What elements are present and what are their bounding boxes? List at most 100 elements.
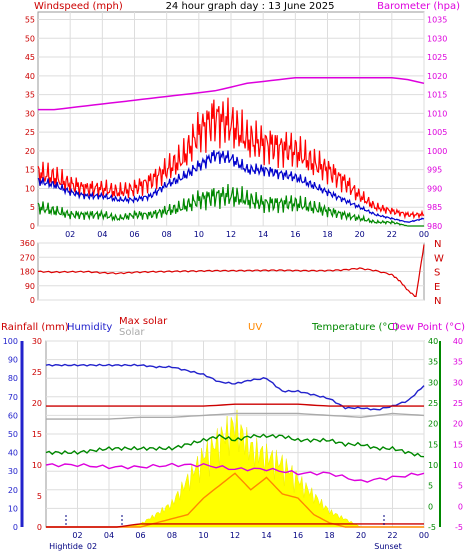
dewpoint-y-tick: 30 [453, 378, 463, 387]
rain-y-tick: 0 [37, 523, 42, 532]
compass-label: E [434, 282, 440, 293]
wind-x-tick: 14 [258, 230, 268, 239]
temperature-y-tick: 0 [428, 502, 433, 511]
humidity-y-tick: 30 [8, 467, 18, 476]
temperature-x-tick: 06 [135, 531, 145, 540]
temperature-y-tick: 25 [428, 399, 438, 408]
barometer-y-tick: 990 [427, 184, 442, 193]
temperature-x-tick: 04 [104, 531, 114, 540]
temperature-x-tick: 00 [419, 531, 429, 540]
barometer-y-tick: 1035 [427, 16, 447, 25]
temperature-series [45, 363, 425, 528]
direction-y-tick: 90 [25, 282, 35, 291]
temperature-x-tick: 22 [387, 531, 397, 540]
windspeed-axis-label: Windspeed (mph) [34, 1, 123, 12]
direction-series-line [37, 244, 425, 297]
temperature-y-tick: 20 [428, 420, 438, 429]
dewpoint-y-tick: 20 [453, 420, 463, 429]
compass-label: W [434, 253, 444, 264]
wind-x-tick: 18 [322, 230, 332, 239]
bottom-label: 02 [87, 542, 97, 551]
temperature-axis-label: Temperature (°C) [311, 322, 398, 333]
bottom-label: Hightide [49, 542, 83, 551]
wind-x-tick: 16 [290, 230, 300, 239]
direction-series [37, 244, 425, 297]
temperature-series-line [46, 403, 424, 407]
compass-label: N [434, 239, 441, 250]
humidity-y-tick: 40 [8, 449, 18, 458]
direction-y-tick: 360 [20, 239, 35, 248]
wind-x-tick: 02 [65, 230, 75, 239]
barometer-axis-label: Barometer (hpa) [377, 1, 460, 12]
humidity-y-tick: 20 [8, 486, 18, 495]
temperature-panel: Rainfall (mm) Humidity Max solar Solar U… [1, 316, 465, 551]
temperature-y-tick: 35 [428, 358, 438, 367]
temperature-x-tick: 16 [293, 531, 303, 540]
temperature-y-tick: 30 [428, 378, 438, 387]
temperature-series-line [45, 462, 425, 483]
temperature-y-tick: 5 [428, 482, 433, 491]
wind-series [37, 76, 425, 227]
temperature-y-tick: 40 [428, 337, 438, 346]
wind-x-tick: 10 [194, 230, 204, 239]
wind-y-tick: 35 [25, 91, 35, 100]
temperature-series-line [45, 363, 425, 411]
wind-x-tick: 12 [226, 230, 236, 239]
wind-series-line [37, 183, 424, 227]
dewpoint-y-tick: -5 [455, 523, 463, 532]
wind-y-tick: 40 [25, 72, 35, 81]
temperature-x-tick: 08 [167, 531, 177, 540]
barometer-y-tick: 1015 [427, 91, 447, 100]
rain-y-tick: 30 [32, 337, 42, 346]
humidity-y-tick: 100 [3, 337, 18, 346]
temperature-x-tick: 14 [261, 531, 271, 540]
temperature-y-tick: 15 [428, 440, 438, 449]
temperature-x-tick: 10 [198, 531, 208, 540]
temperature-y-tick: 10 [428, 461, 438, 470]
rain-y-tick: 25 [32, 368, 42, 377]
wind-y-tick: 45 [25, 53, 35, 62]
wind-y-tick: 55 [25, 16, 35, 25]
wind-x-tick: 08 [162, 230, 172, 239]
wind-y-tick: 5 [30, 203, 35, 212]
wind-grid [38, 12, 425, 227]
barometer-y-tick: 995 [427, 166, 442, 175]
temperature-x-tick: 12 [230, 531, 240, 540]
dewpoint-y-tick: 25 [453, 399, 463, 408]
humidity-y-tick: 10 [8, 504, 18, 513]
dewpoint-y-tick: 10 [453, 461, 463, 470]
wind-x-tick: 04 [97, 230, 107, 239]
direction-grid [38, 242, 424, 301]
wind-x-tick: 20 [355, 230, 365, 239]
compass-label: S [434, 268, 440, 279]
dewpoint-y-tick: 0 [458, 502, 463, 511]
solar-label: Solar [119, 327, 145, 338]
direction-y-tick: 0 [30, 296, 35, 305]
barometer-y-tick: 1020 [427, 72, 447, 81]
barometer-y-tick: 1010 [427, 109, 447, 118]
dewpoint-y-tick: 15 [453, 440, 463, 449]
direction-y-tick: 180 [20, 268, 35, 277]
barometer-y-tick: 1005 [427, 128, 447, 137]
rain-y-tick: 5 [37, 492, 42, 501]
humidity-y-tick: 80 [8, 374, 18, 383]
uv-label: UV [248, 322, 262, 333]
dew-point-axis-label: Dew Point (°C) [392, 322, 465, 333]
chart-title: 24 hour graph day : 13 June 2025 [166, 1, 335, 12]
compass-label: N [434, 296, 441, 307]
wind-y-tick: 30 [25, 109, 35, 118]
rainfall-axis-label: Rainfall (mm) [1, 322, 69, 333]
humidity-y-tick: 90 [8, 356, 18, 365]
wind-series-line [37, 150, 425, 223]
barometer-y-tick: 1000 [427, 147, 447, 156]
barometer-y-tick: 1030 [427, 34, 447, 43]
wind-x-tick: 22 [387, 230, 397, 239]
temperature-series-line [46, 523, 424, 528]
temperature-series-line [46, 412, 425, 420]
temperature-series-line [45, 433, 425, 458]
wind-x-tick: 06 [129, 230, 139, 239]
wind-y-tick: 10 [25, 184, 35, 193]
humidity-y-tick: 70 [8, 393, 18, 402]
wind-x-tick: 00 [419, 230, 429, 239]
